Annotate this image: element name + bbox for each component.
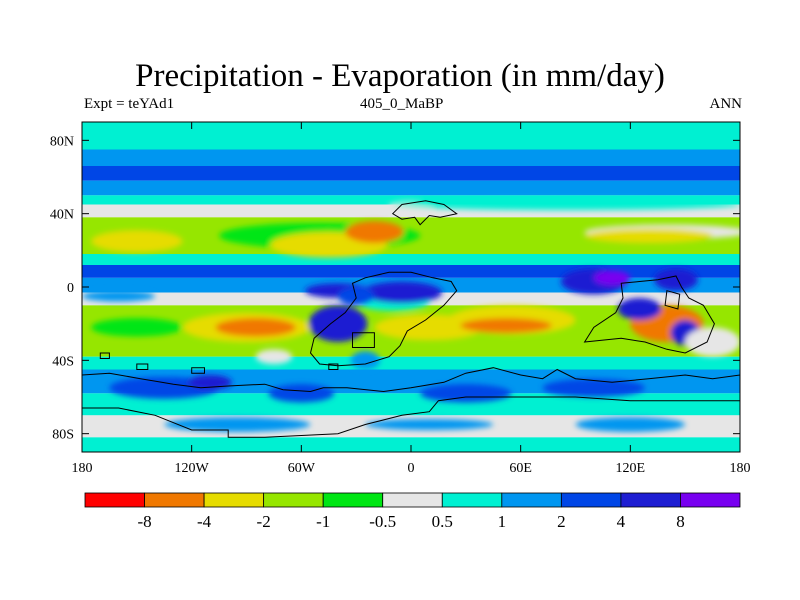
anomaly-17 <box>215 318 296 337</box>
colorbar-label: -0.5 <box>369 512 396 531</box>
anomaly-14 <box>82 290 156 302</box>
colorbar-label: 1 <box>498 512 507 531</box>
contour-anomalies <box>82 199 740 432</box>
colorbar-label: 2 <box>557 512 566 531</box>
anomaly-26 <box>685 327 740 357</box>
anomaly-34 <box>164 417 311 432</box>
coastline-south-landmass <box>82 367 740 438</box>
colorbar-box <box>620 492 681 508</box>
y-tick-label: 80N <box>50 134 74 149</box>
coastline-small-island-b <box>136 363 149 370</box>
anomaly-22 <box>460 318 552 333</box>
zonal-band-14 <box>82 393 740 416</box>
anomaly-7 <box>91 230 183 253</box>
anomaly-25 <box>617 298 662 320</box>
coastline-east-island <box>664 290 681 310</box>
colorbar-label: -4 <box>197 512 212 531</box>
zonal-band-1 <box>82 149 740 166</box>
period-label: 405_0_MaBP <box>360 96 444 112</box>
anomaly-32 <box>542 378 645 398</box>
x-tick-label: 60W <box>288 461 316 476</box>
colorbar-box <box>680 492 741 508</box>
x-tick-label: 180 <box>72 461 93 476</box>
x-tick-label: 180 <box>730 461 751 476</box>
anomaly-28 <box>350 351 380 370</box>
coastline-small-island-a <box>99 352 110 359</box>
coastline-small-island-c <box>191 367 205 374</box>
anomaly-18 <box>308 305 368 342</box>
colorbar-box <box>441 492 503 508</box>
coastline-west-continent <box>352 332 375 348</box>
zonal-band-12 <box>82 356 740 370</box>
anomaly-15 <box>91 318 183 337</box>
anomaly-30 <box>268 384 335 403</box>
colorbar-label: -8 <box>137 512 151 531</box>
anomaly-1 <box>392 199 740 210</box>
colorbar-label: -2 <box>257 512 271 531</box>
anomaly-35 <box>365 419 494 430</box>
x-tick-label: 60E <box>509 461 532 476</box>
coastline-central-continent <box>309 271 458 367</box>
coastline-east-continent <box>583 275 715 354</box>
coastline-north-continent <box>391 200 458 226</box>
anomaly-5 <box>345 221 404 243</box>
coastline-small-island-d <box>328 363 339 370</box>
y-tick-label: 40N <box>50 208 74 223</box>
colorbar-label: 0.5 <box>432 512 453 531</box>
colorbar-box <box>84 492 145 508</box>
experiment-label: Expt = teYAd1 <box>84 96 175 112</box>
anomaly-31 <box>420 384 512 403</box>
colorbar-box <box>560 492 622 508</box>
zonal-band-2 <box>82 166 740 181</box>
anomaly-27 <box>255 349 293 364</box>
colorbar-box <box>203 492 265 508</box>
colorbar-box <box>144 492 205 508</box>
zonal-band-7 <box>82 254 740 265</box>
y-tick-label: 40S <box>52 354 74 369</box>
coastlines <box>82 200 740 438</box>
y-axis: 80N 40N 0 40S 80S <box>50 134 740 443</box>
x-tick-label: 120E <box>616 461 646 476</box>
anomaly-12 <box>654 268 698 291</box>
anomaly-13 <box>593 270 631 286</box>
zonal-band-3 <box>82 180 740 196</box>
colorbar-box <box>501 492 562 508</box>
anomaly-10 <box>361 281 443 304</box>
anomaly-6 <box>584 228 713 244</box>
colorbar-label: 4 <box>617 512 626 531</box>
season-label: ANN <box>709 96 743 112</box>
zonal-band-8 <box>82 265 740 278</box>
x-tick-label: 120W <box>175 461 210 476</box>
anomaly-36 <box>575 417 686 432</box>
colorbar-label: 8 <box>676 512 685 531</box>
x-tick-label: 0 <box>408 461 415 476</box>
zonal-band-4 <box>82 195 740 205</box>
y-tick-label: 80S <box>52 428 74 443</box>
colorbar-label: -1 <box>316 512 330 531</box>
colorbar-box <box>263 492 324 508</box>
colorbar: -8 -4 -2 -1 -0.5 0.5 1 2 4 8 <box>84 492 741 531</box>
colorbar-box <box>322 492 384 508</box>
chart-title: Precipitation - Evaporation (in mm/day) <box>135 58 665 94</box>
colorbar-box <box>382 492 443 508</box>
y-tick-label: 0 <box>67 281 74 296</box>
x-axis: 180 120W 60W 0 60E 120E 180 <box>72 122 751 476</box>
zonal-band-16 <box>82 437 740 452</box>
